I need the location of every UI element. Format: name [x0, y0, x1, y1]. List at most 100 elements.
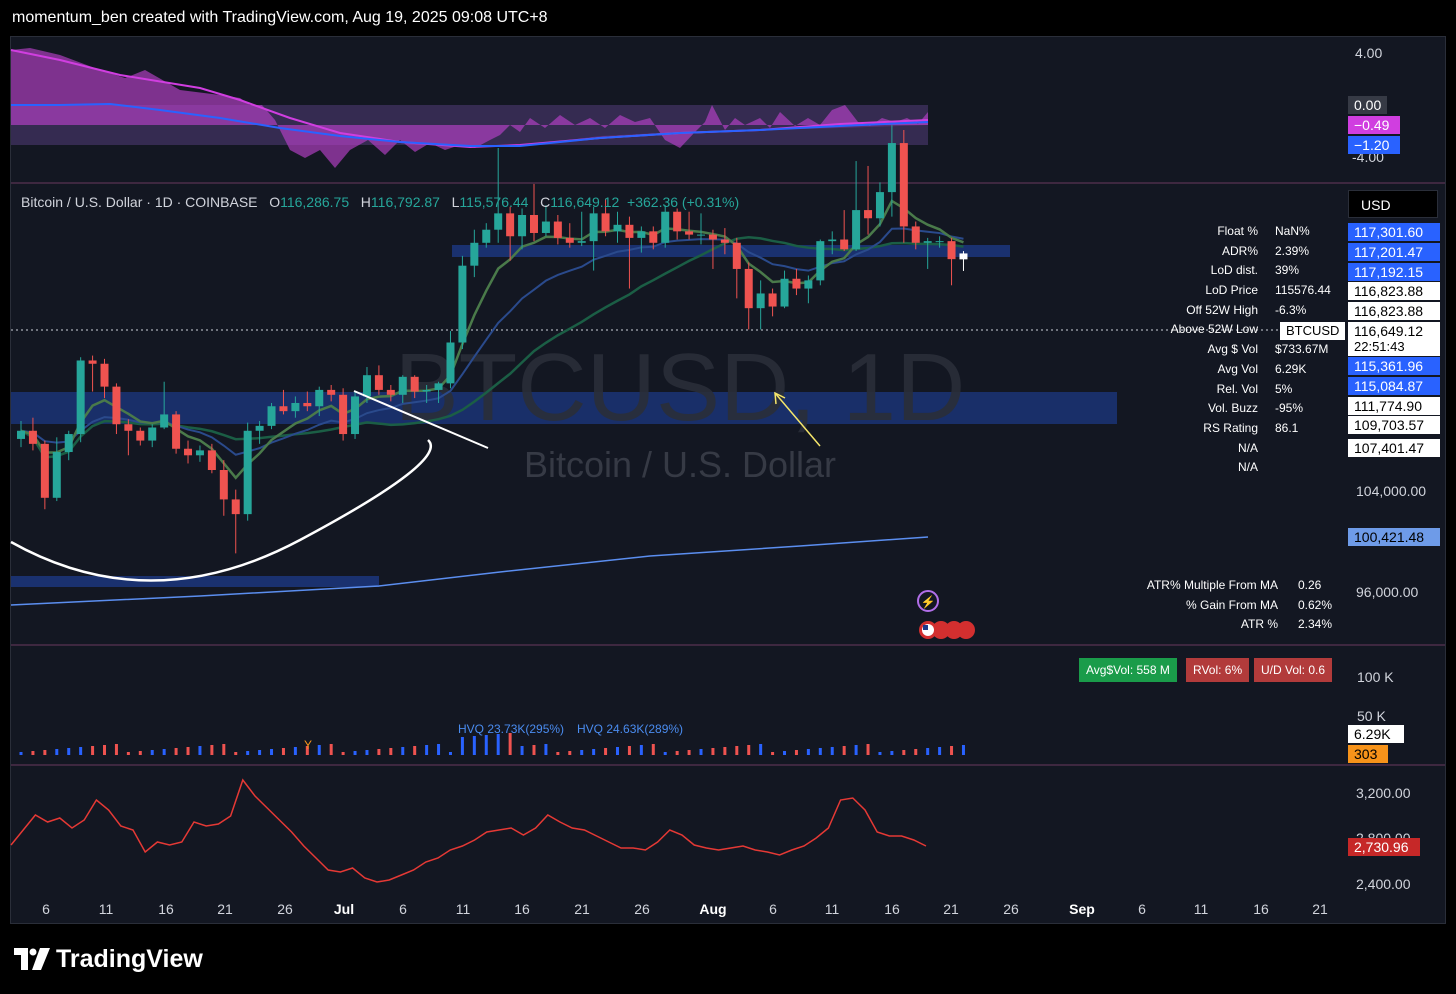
volume-bar	[138, 751, 142, 755]
atr-row: ATR% Multiple From MA 0.26	[1146, 578, 1322, 592]
volume-bar	[114, 744, 118, 755]
watermark-symbol: BTCUSD, 1D	[395, 334, 966, 441]
volume-bar	[341, 752, 345, 755]
candle-body	[207, 450, 216, 470]
osc-value-1: −0.49	[1348, 116, 1400, 134]
volume-bar	[651, 744, 655, 755]
volume-bar	[377, 749, 381, 755]
volume-bar	[31, 751, 35, 755]
candle-body	[398, 376, 407, 395]
bottom-last-tag: 2,730.96	[1348, 838, 1420, 856]
candle-body	[410, 376, 419, 392]
price-tag: 109,703.57	[1348, 416, 1440, 434]
time-tick: 26	[1003, 901, 1019, 917]
candle-body	[100, 363, 109, 387]
volume-bar	[281, 748, 285, 755]
candle-body	[446, 342, 455, 384]
arrow-drawing	[774, 392, 821, 447]
volume-bar	[293, 747, 297, 755]
volume-bar	[735, 746, 739, 755]
price-tag: 117,192.15	[1348, 263, 1440, 281]
candle-body	[780, 278, 789, 307]
candle-body	[935, 241, 944, 243]
candle-body	[124, 424, 133, 431]
candle-body	[279, 406, 288, 412]
volume-bar	[353, 751, 357, 755]
bottom-indicator-line	[10, 778, 927, 883]
candle-body	[852, 210, 861, 250]
time-tick: 16	[514, 901, 530, 917]
volume-bar	[413, 746, 417, 755]
watermark-header: momentum_ben created with TradingView.co…	[0, 0, 1456, 36]
price-tag: 115,361.96	[1348, 357, 1440, 375]
candle-body	[88, 360, 97, 364]
vol-last-tag: 6.29K	[1348, 725, 1404, 743]
candle-body	[386, 389, 395, 395]
candle-body	[565, 237, 574, 243]
volume-bar	[926, 748, 930, 755]
tradingview-logo-icon	[14, 948, 50, 970]
candle-body	[577, 241, 586, 243]
volume-bar	[472, 736, 476, 755]
volume-bar	[448, 752, 452, 755]
volume-bar	[19, 752, 23, 755]
candle-body	[947, 241, 956, 260]
time-tick: Aug	[699, 901, 727, 917]
candle-body	[506, 213, 515, 237]
candle-body	[243, 430, 252, 515]
volume-bar	[592, 749, 596, 755]
price-axis-104k: 104,000.00	[1356, 483, 1427, 499]
stats-row: Avg $ Vol $733.67M	[1207, 342, 1329, 357]
volume-bar	[520, 746, 524, 755]
stats-row: Off 52W High -6.3%	[1186, 302, 1307, 317]
volume-bar	[186, 747, 190, 755]
currency-button[interactable]: USD	[1348, 190, 1438, 218]
hvq-label-2: HVQ 24.63K(289%)	[577, 722, 684, 736]
time-tick: 21	[1312, 901, 1328, 917]
candle-body	[267, 406, 276, 426]
candle-body	[828, 239, 837, 242]
price-tag: 107,401.47	[1348, 439, 1440, 457]
volume-bar	[484, 735, 488, 755]
volume-bar	[663, 752, 667, 755]
candle-body	[804, 280, 813, 289]
volume-bar	[580, 750, 584, 755]
volume-bar	[437, 744, 441, 755]
candle-body	[148, 427, 157, 441]
volume-marker: Y	[304, 738, 313, 752]
volume-bar	[270, 749, 274, 755]
volume-bar	[174, 748, 178, 755]
volume-bar	[759, 744, 763, 755]
volume-bar	[460, 737, 464, 755]
time-tick: 6	[769, 901, 777, 917]
sma200-tag: 100,421.48	[1348, 528, 1440, 546]
rvol-badge: RVol: 6%	[1186, 658, 1250, 682]
price-tag: 111,774.90	[1348, 397, 1440, 415]
volume-bar	[818, 748, 822, 755]
time-tick: 11	[98, 901, 114, 917]
time-tick: Sep	[1069, 901, 1095, 917]
symbol-tag: BTCUSD	[1280, 322, 1346, 340]
price-axis-96k: 96,000.00	[1356, 584, 1419, 600]
candle-body	[959, 253, 968, 260]
candle-body	[732, 242, 741, 269]
volume-bar	[91, 746, 95, 755]
time-tick: 6	[399, 901, 407, 917]
candle-body	[28, 430, 37, 444]
osc-value-2: −1.20	[1348, 136, 1400, 154]
candle-body	[792, 278, 801, 289]
volume-bar	[627, 746, 631, 755]
candle-body	[374, 375, 383, 390]
watermark-name: Bitcoin / U.S. Dollar	[524, 444, 836, 485]
candle-body	[875, 192, 884, 219]
candle-body	[112, 386, 121, 425]
time-tick: 11	[824, 901, 840, 917]
price-tag: 117,201.47	[1348, 243, 1440, 261]
candle-body	[816, 241, 825, 281]
candle-body	[219, 470, 228, 500]
volume-bar	[401, 747, 405, 755]
candle-body	[553, 221, 562, 238]
volume-bar	[687, 750, 691, 755]
tradingview-logo[interactable]: TradingView	[14, 944, 203, 974]
